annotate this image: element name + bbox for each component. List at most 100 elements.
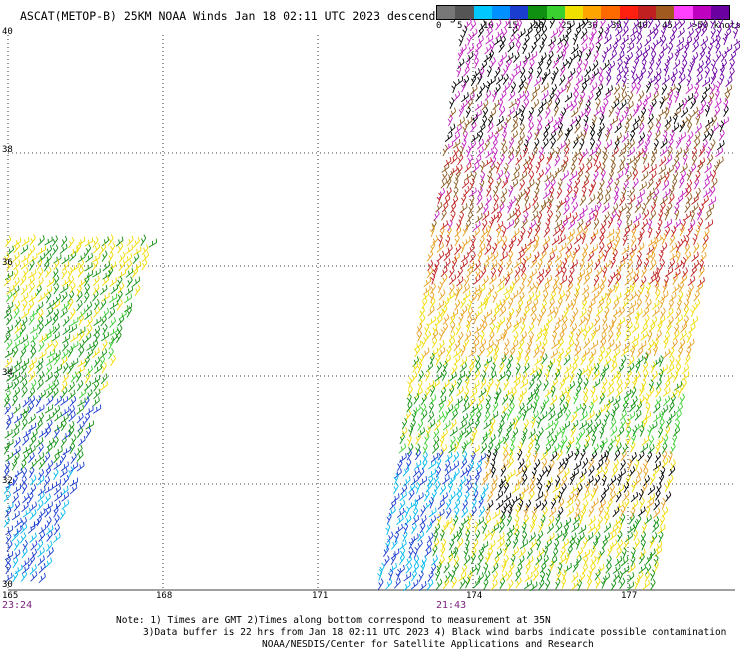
wind-barb	[476, 410, 482, 423]
wind-barb	[523, 460, 531, 472]
wind-barb	[423, 277, 432, 288]
wind-barb	[621, 244, 630, 255]
wind-barb	[610, 154, 616, 167]
wind-barb	[583, 338, 590, 349]
wind-barb	[70, 452, 77, 464]
wind-barb	[459, 297, 466, 309]
wind-barb	[538, 578, 545, 591]
wind-barb	[583, 122, 589, 135]
wind-barb	[666, 52, 674, 64]
wind-barb	[617, 530, 623, 543]
wind-barb	[623, 289, 631, 301]
wind-barb	[688, 283, 694, 295]
wind-barb	[86, 316, 93, 328]
wind-barb	[22, 340, 30, 351]
wind-barb	[679, 393, 685, 405]
wind-barb	[416, 322, 423, 334]
wind-barb	[470, 121, 477, 133]
wind-barb	[412, 507, 419, 519]
wind-barb	[558, 330, 565, 342]
wind-barb	[483, 297, 489, 310]
wind-barb	[639, 181, 647, 192]
wind-barb	[436, 242, 444, 253]
wind-barb	[568, 331, 574, 343]
wind-barb	[613, 83, 621, 95]
wind-barb	[432, 428, 440, 440]
wind-barb	[62, 372, 69, 384]
wind-barb	[636, 189, 645, 199]
wind-barb	[581, 178, 589, 189]
wind-barb	[687, 19, 696, 30]
wind-barb	[672, 371, 679, 383]
wind-barb	[438, 188, 446, 199]
wind-barb	[29, 509, 37, 520]
wind-barb	[588, 515, 596, 526]
wind-barb	[462, 283, 470, 294]
wind-barb	[523, 90, 530, 102]
wind-barb	[100, 331, 110, 342]
wind-barb	[521, 371, 528, 383]
wind-barb	[646, 130, 653, 142]
wind-barb	[604, 34, 612, 45]
wind-barb	[609, 483, 615, 495]
wind-barb	[53, 484, 62, 496]
wind-barb	[575, 537, 581, 550]
wind-barb	[549, 178, 556, 190]
wind-barb	[464, 427, 473, 438]
wind-barb	[93, 298, 100, 311]
wind-barb	[479, 66, 485, 79]
wind-barb	[61, 254, 70, 265]
wind-barb	[485, 552, 491, 565]
wind-barb	[594, 474, 601, 486]
wind-barb	[547, 306, 555, 317]
wind-barb	[678, 18, 686, 30]
wind-barb	[508, 90, 516, 102]
wind-barb	[688, 219, 696, 231]
wind-barb	[694, 177, 700, 190]
wind-barb	[78, 259, 85, 271]
wind-barb	[443, 354, 452, 366]
wind-barb	[627, 458, 633, 471]
wind-barb	[575, 283, 581, 296]
wind-barb	[679, 169, 687, 182]
wind-barb	[405, 562, 413, 574]
wind-barb	[22, 507, 31, 518]
wind-barb	[610, 524, 618, 535]
wind-barb	[684, 36, 693, 47]
wind-barb	[383, 545, 389, 557]
wind-barb	[465, 57, 471, 70]
wind-barb	[609, 490, 616, 502]
wind-barb	[544, 538, 552, 550]
wind-barb	[531, 210, 539, 222]
wind-barb	[75, 370, 82, 383]
wind-barb	[623, 226, 631, 238]
wind-barb	[86, 388, 93, 400]
wind-barb	[666, 202, 673, 214]
wind-barb	[503, 162, 509, 175]
wind-barb	[457, 153, 464, 166]
wind-barb	[443, 258, 451, 269]
wind-barb	[393, 531, 400, 543]
wind-barb	[461, 178, 470, 189]
wind-barb	[586, 475, 594, 486]
wind-barb	[647, 236, 656, 247]
wind-barb	[674, 381, 683, 391]
wind-barb	[670, 74, 676, 87]
wind-barb	[52, 387, 59, 399]
wind-barb	[487, 114, 494, 127]
wind-barb	[571, 419, 579, 431]
wind-barb	[638, 227, 645, 239]
wind-barb	[710, 59, 716, 72]
wind-barb	[468, 203, 474, 215]
wind-barb	[565, 409, 571, 421]
wind-barb	[460, 99, 468, 111]
wind-barb	[686, 169, 692, 182]
wind-barb	[38, 389, 47, 401]
legend-swatch	[528, 6, 547, 19]
wind-barb	[606, 73, 612, 86]
wind-barb	[12, 474, 18, 487]
wind-barb	[581, 129, 587, 142]
wind-barb	[465, 482, 473, 494]
wind-barb	[554, 97, 561, 109]
